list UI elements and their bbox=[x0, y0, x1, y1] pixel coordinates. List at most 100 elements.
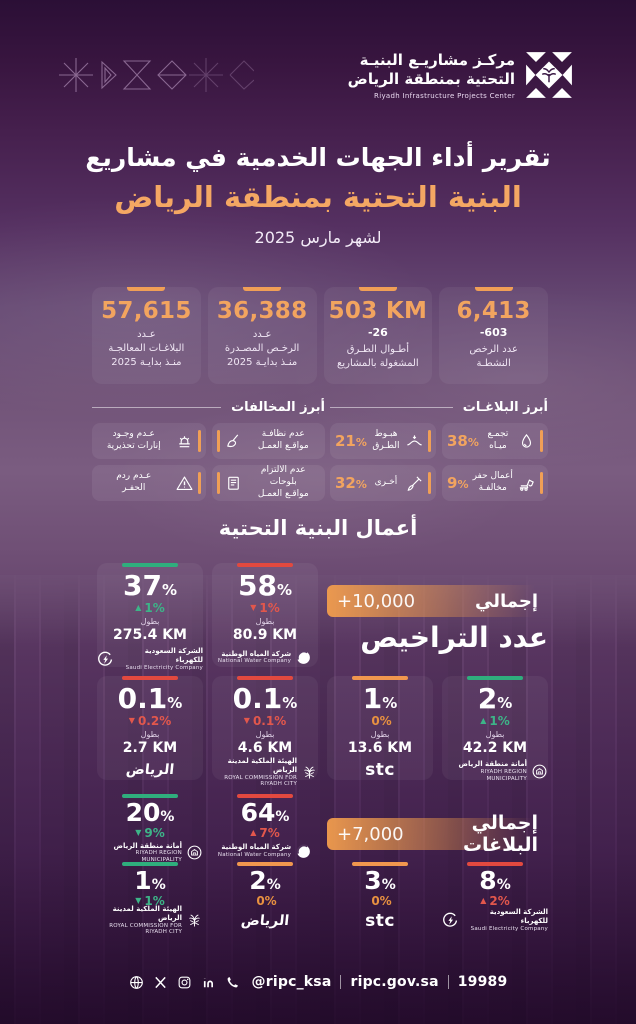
accent-bar bbox=[540, 430, 543, 452]
trend-bar bbox=[237, 862, 293, 866]
palm-emblem-icon bbox=[304, 766, 315, 779]
length-label: بطول bbox=[485, 730, 505, 739]
share-percent: 0.1% bbox=[117, 682, 183, 715]
entity-name-en: Saudi Electricity Company bbox=[470, 925, 548, 932]
reports-total-pill: +7,000 إجمالي البلاغات bbox=[327, 812, 548, 856]
municipality-emblem-icon bbox=[187, 845, 202, 860]
reports-grid: 21% هبـوط الطـرق 38% تجمـع ميـاه 32% أخـ… bbox=[330, 423, 548, 501]
licenses-total-badge: +10,000 bbox=[337, 590, 416, 612]
entity-name-en: ROYAL COMMISSION FOR RIYADH CITY bbox=[109, 922, 182, 936]
licenses-total-pill: +10,000 إجمالي bbox=[327, 585, 548, 617]
trend-delta: 0% bbox=[368, 715, 391, 727]
national-water-logo: شركة المياه الوطنية National Water Compan… bbox=[218, 842, 312, 860]
licenses-total-title: عدد التراخيص bbox=[360, 621, 548, 654]
kpi-row: 57,615 عـدد البلاغـات المعالجـة منـذ بدا… bbox=[92, 287, 548, 384]
kpi-card-issued-licenses: 36,388 عـدد الرخـص المصـدرة منـذ بدايـة … bbox=[207, 287, 317, 384]
trend-bar bbox=[352, 676, 408, 680]
share-percent: 2% bbox=[249, 866, 281, 895]
entity-name-en: National Water Company bbox=[217, 852, 292, 859]
delta-value: 2% bbox=[489, 894, 510, 908]
license-card-stc: 1% 0% بطول 13.6 KM stc bbox=[327, 676, 433, 780]
trend-bar bbox=[122, 676, 178, 680]
report-card-sec: 8% ▲ 2% الشركة السعودية للكهرباء Saudi Ele… bbox=[442, 862, 548, 932]
violation-label: عـدم وجـود إنارات تحذيرية bbox=[106, 429, 161, 451]
trend-arrow-icon: ▲ bbox=[135, 603, 142, 612]
trend-bar bbox=[352, 862, 408, 866]
royal-commission-logo: الهيئة الملكية لمدينة الرياض ROYAL COMMIS… bbox=[212, 757, 318, 787]
trend-delta: 0% bbox=[368, 895, 391, 907]
licenses-row-2: 0.1% ▼ 0.2% بطول 2.7 KM الرياض 0.1% ▼ 0.1%… bbox=[97, 676, 548, 787]
delta-value: 0.2% bbox=[137, 714, 172, 728]
trend-delta: ▼ 0.1% bbox=[244, 715, 286, 727]
violations-grid: عـدم وجـود إنارات تحذيرية عدم نظافـة موا… bbox=[92, 423, 325, 501]
report-item: 32% أخـرى bbox=[330, 465, 436, 501]
trend-bar bbox=[237, 563, 293, 567]
delta-value: 0% bbox=[256, 894, 277, 908]
delta-value: 1% bbox=[259, 601, 280, 615]
trend-bar bbox=[237, 676, 293, 680]
sec-emblem-icon bbox=[443, 912, 458, 927]
length-label: بطول bbox=[255, 617, 275, 626]
delta-value: 0.1% bbox=[252, 714, 287, 728]
trend-arrow-icon: ▲ bbox=[250, 828, 257, 837]
length-value: 275.4 KM bbox=[113, 627, 187, 643]
kpi-tab bbox=[127, 287, 166, 291]
municipality-emblem-icon bbox=[532, 764, 547, 779]
length-value: 2.7 KM bbox=[122, 740, 178, 756]
riyadh-city-logo: الرياض bbox=[125, 760, 175, 780]
reports-row-1: 20% ▼ 9% أمانة منطقة الرياض RIYADH REGION … bbox=[97, 794, 548, 863]
report-label: تجمـع ميـاه bbox=[487, 429, 509, 451]
kpi-card-processed-reports: 57,615 عـدد البلاغـات المعالجـة منـذ بدا… bbox=[92, 287, 201, 384]
riyadh-municipality-logo: أمانة منطقة الرياض RIYADH REGION MUNICIPA… bbox=[442, 760, 548, 782]
trend-delta: ▲ 1% bbox=[135, 602, 165, 614]
stc-logo: stc bbox=[365, 760, 395, 780]
trend-delta: ▲ 1% bbox=[480, 715, 510, 727]
brand-text: مركـز مشاريـع البنيـة التحتية بمنطقة الر… bbox=[348, 51, 515, 100]
decorative-pattern bbox=[59, 58, 254, 92]
entity-name-ar: الهيئة الملكية لمدينة الرياض bbox=[227, 757, 297, 774]
trend-arrow-icon: ▲ bbox=[480, 716, 487, 725]
violations-heading: أبرز المخالفات bbox=[92, 400, 325, 415]
kpi-value: 36,388 bbox=[216, 298, 308, 324]
length-value: 4.6 KM bbox=[237, 740, 293, 756]
brand-arabic-line2: التحتية بمنطقة الرياض bbox=[347, 70, 515, 88]
kpi-tab bbox=[358, 287, 397, 291]
accent-bar bbox=[197, 430, 201, 452]
delta-value: 9% bbox=[144, 826, 165, 840]
length-value: 13.6 KM bbox=[347, 740, 413, 756]
delta-value: 1% bbox=[144, 601, 165, 615]
phone-number: 19989 bbox=[457, 974, 508, 990]
warning-light-icon bbox=[178, 435, 190, 447]
share-percent: 58% bbox=[238, 569, 292, 602]
trend-bar bbox=[122, 862, 178, 866]
social-handle: @ripc_ksa bbox=[251, 974, 332, 990]
kpi-tab bbox=[243, 287, 282, 291]
reports-heading-text: أبرز البلاغـات bbox=[462, 400, 548, 415]
share-percent: 0.1% bbox=[232, 682, 298, 715]
trend-bar bbox=[122, 563, 178, 567]
delta-value: 1% bbox=[144, 894, 165, 908]
license-card-sec: 37% ▲ 1% بطول 275.4 KM الشركة السعودية لل… bbox=[97, 563, 203, 671]
entity-name-en: RIYADH REGION MUNICIPALITY bbox=[135, 850, 182, 863]
footer-divider bbox=[447, 975, 449, 989]
national-water-logo: شركة المياه الوطنية National Water Compan… bbox=[218, 647, 312, 667]
report-card-stc: 3% 0% stc bbox=[327, 862, 433, 932]
trend-bar bbox=[237, 794, 293, 798]
reports-heading: أبرز البلاغـات bbox=[330, 400, 548, 415]
entity-name-ar: شركة المياه الوطنية bbox=[221, 649, 292, 658]
website: ripc.gov.sa bbox=[350, 974, 439, 990]
accent-bar bbox=[428, 430, 431, 452]
shovel-icon bbox=[407, 475, 422, 491]
road-subsidence-icon bbox=[407, 434, 422, 445]
nwc-emblem-icon bbox=[296, 650, 310, 664]
accent-bar bbox=[197, 472, 201, 494]
nwc-emblem-icon bbox=[296, 843, 310, 858]
heading-line bbox=[330, 407, 453, 408]
delta-value: 0% bbox=[371, 894, 392, 908]
length-value: 42.2 KM bbox=[462, 740, 528, 756]
riyadh-municipality-logo: أمانة منطقة الرياض RIYADH REGION MUNICIPA… bbox=[97, 842, 203, 863]
length-label: بطول bbox=[370, 730, 390, 739]
report-month: لشهر مارس 2025 bbox=[254, 228, 382, 247]
sec-emblem-icon bbox=[98, 651, 113, 666]
